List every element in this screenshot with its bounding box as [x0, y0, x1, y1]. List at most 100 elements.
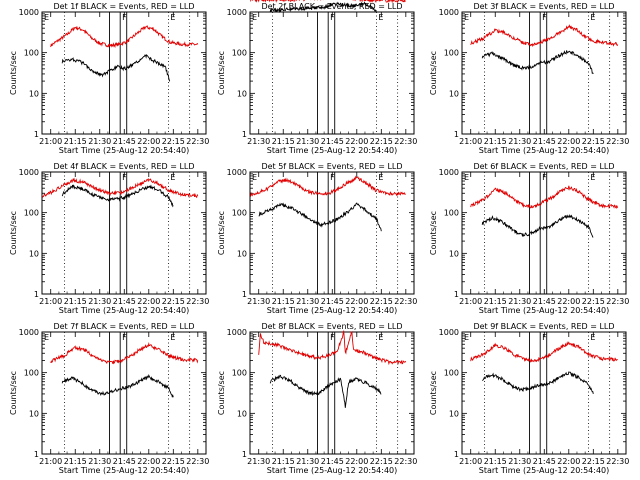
x-tick-label: 22:00: [137, 457, 160, 466]
x-tick-label: 21:00: [39, 297, 62, 306]
x-axis-label: Start Time (25-Aug-12 20:54:40): [479, 306, 610, 315]
series-lld-line: [470, 341, 618, 363]
y-axis-label: Counts/sec: [217, 51, 226, 95]
y-tick-label: 1000: [227, 8, 247, 17]
y-tick-label: 10: [237, 409, 247, 418]
x-tick-label: 21:30: [296, 457, 319, 466]
chart-panel-4: Det 4f BLACK = Events, RED = LLD 1 10 100 10…: [9, 162, 209, 315]
y-tick-label: 1: [242, 290, 247, 299]
series-events-line: [258, 202, 382, 232]
plot-frame: [41, 11, 207, 135]
plot-frame: [461, 11, 627, 135]
x-tick-label: 22:30: [394, 137, 417, 146]
x-tick-label: 22:30: [186, 457, 209, 466]
x-tick-label: 22:30: [606, 137, 629, 146]
x-tick-label: 22:00: [557, 137, 580, 146]
x-tick-label: 22:30: [394, 297, 417, 306]
x-tick-label: 22:00: [557, 457, 580, 466]
plot-frame: [41, 331, 207, 455]
y-tick-label: 10: [449, 409, 459, 418]
time-marker-label: F: [122, 173, 127, 182]
chart-title: Det 7f BLACK = Events, RED = LLD: [53, 322, 194, 331]
x-tick-label: 22:30: [186, 297, 209, 306]
y-tick-label: 100: [444, 49, 459, 58]
x-tick-label: 22:00: [345, 137, 368, 146]
x-tick-label: 21:15: [64, 457, 87, 466]
x-tick-label: 21:15: [272, 457, 295, 466]
time-marker-label: E: [590, 333, 595, 342]
y-axis-label: Counts/sec: [217, 211, 226, 255]
time-marker-label: E: [44, 13, 49, 22]
series-events-line: [481, 213, 594, 238]
series-lld-line: [250, 0, 407, 4]
x-axis-label: Start Time (25-Aug-12 20:54:40): [267, 306, 398, 315]
series-lld-line: [258, 330, 407, 366]
series-events-line: [481, 371, 594, 394]
x-tick-label: 21:00: [39, 137, 62, 146]
x-tick-label: 21:15: [64, 137, 87, 146]
y-tick-label: 1: [34, 450, 39, 459]
x-tick-label: 21:30: [88, 137, 111, 146]
series-events-line: [269, 1, 377, 14]
plot-frame: [461, 331, 627, 455]
plot-frame: [461, 171, 627, 295]
time-marker-label: E: [170, 333, 175, 342]
chart-panel-7: Det 7f BLACK = Events, RED = LLD 1 10 100 10…: [9, 322, 209, 475]
x-axis-label: Start Time (25-Aug-12 20:54:40): [267, 146, 398, 155]
time-marker-label: F: [122, 333, 127, 342]
y-axis-label: Counts/sec: [9, 371, 18, 415]
x-tick-label: 21:30: [247, 137, 270, 146]
chart-title: Det 4f BLACK = Events, RED = LLD: [53, 162, 194, 171]
x-tick-label: 21:30: [508, 297, 531, 306]
y-tick-label: 100: [232, 369, 247, 378]
time-marker-label: F: [542, 13, 547, 22]
y-tick-label: 100: [444, 369, 459, 378]
x-tick-label: 22:15: [582, 297, 605, 306]
y-tick-label: 1000: [19, 8, 39, 17]
series-events-line: [481, 50, 594, 75]
y-tick-label: 100: [24, 49, 39, 58]
y-tick-label: 10: [29, 89, 39, 98]
x-tick-label: 21:15: [484, 137, 507, 146]
x-tick-label: 21:30: [247, 457, 270, 466]
y-tick-label: 1: [242, 450, 247, 459]
y-tick-label: 100: [24, 209, 39, 218]
y-tick-label: 100: [232, 209, 247, 218]
time-marker-label: F: [330, 173, 335, 182]
y-tick-label: 1000: [19, 168, 39, 177]
x-tick-label: 21:30: [296, 297, 319, 306]
series-events-line: [61, 374, 174, 398]
time-marker-label: E: [170, 13, 175, 22]
y-tick-label: 1: [34, 290, 39, 299]
series-lld-line: [250, 175, 407, 197]
time-marker-label: E: [170, 173, 175, 182]
x-tick-label: 22:15: [582, 457, 605, 466]
time-marker-label: F: [330, 13, 335, 22]
time-marker-label: E: [378, 173, 383, 182]
x-tick-label: 22:00: [345, 457, 368, 466]
series-events-line: [269, 374, 382, 408]
chart-panel-9: Det 9f BLACK = Events, RED = LLD 1 10 100 10…: [429, 322, 629, 475]
x-tick-label: 22:15: [162, 457, 185, 466]
chart-title: Det 8f BLACK = Events, RED = LLD: [261, 322, 402, 331]
x-tick-label: 21:00: [39, 457, 62, 466]
y-tick-label: 10: [449, 249, 459, 258]
time-marker-label: E: [44, 333, 49, 342]
x-tick-label: 21:45: [321, 457, 344, 466]
time-marker-label: E: [464, 13, 469, 22]
y-axis-label: Counts/sec: [9, 211, 18, 255]
y-tick-label: 1: [454, 130, 459, 139]
y-tick-label: 1: [242, 130, 247, 139]
x-tick-label: 21:15: [484, 297, 507, 306]
x-tick-label: 21:45: [113, 297, 136, 306]
x-axis-label: Start Time (25-Aug-12 20:54:40): [59, 306, 190, 315]
y-axis-label: Counts/sec: [217, 371, 226, 415]
y-tick-label: 1: [454, 290, 459, 299]
y-tick-label: 100: [24, 369, 39, 378]
x-tick-label: 21:00: [459, 297, 482, 306]
x-tick-label: 22:00: [137, 137, 160, 146]
x-tick-label: 21:15: [64, 297, 87, 306]
plot-frame: [249, 331, 415, 455]
x-tick-label: 22:00: [345, 297, 368, 306]
